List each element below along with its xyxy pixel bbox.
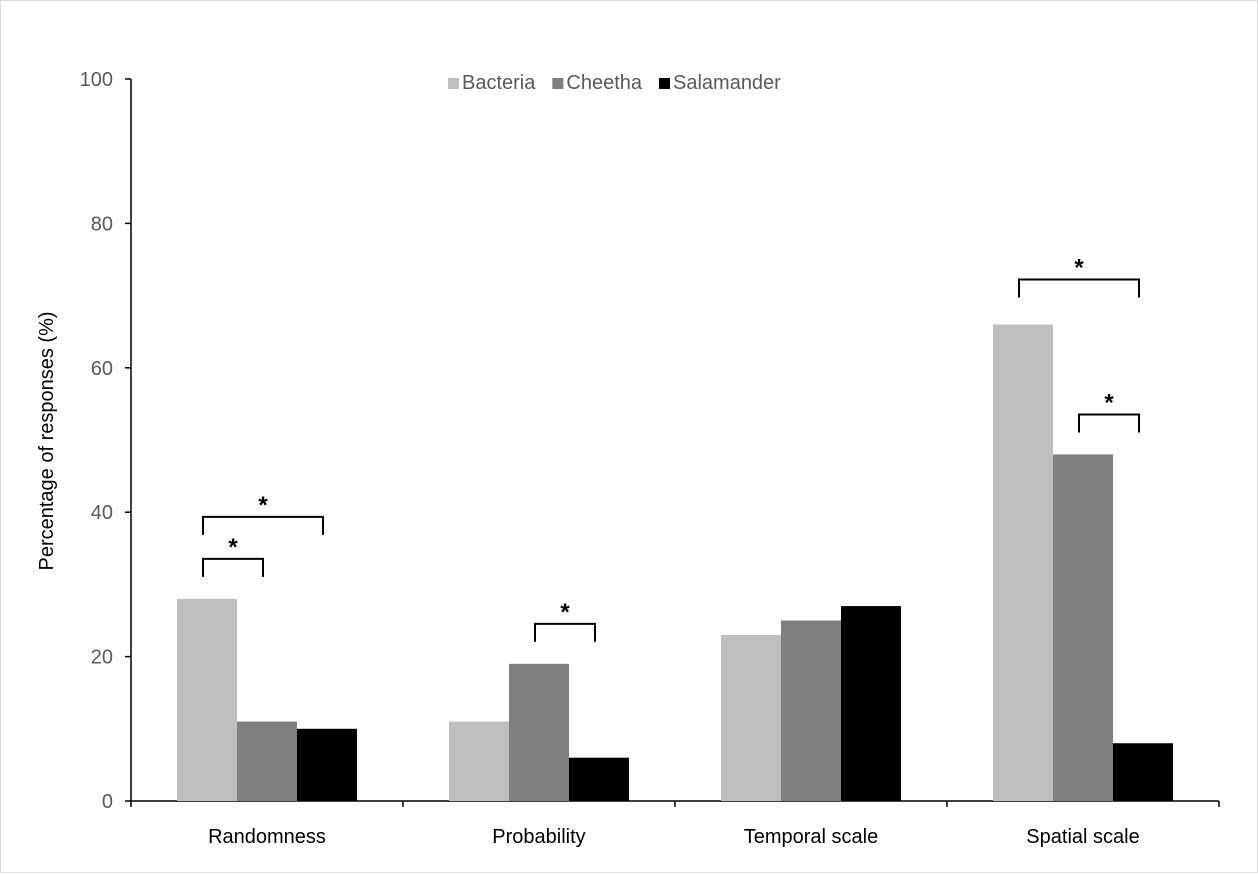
bar <box>781 620 841 801</box>
y-tick-label: 20 <box>91 647 113 669</box>
bar <box>177 598 237 801</box>
bar <box>237 721 297 801</box>
significance-bracket <box>202 515 324 535</box>
significance-bracket <box>202 557 264 577</box>
legend: Bacteria Cheetha Salamander <box>448 72 781 94</box>
y-tick-label: 0 <box>102 791 113 813</box>
y-ticks: 0 20 40 60 80 100 <box>80 69 131 813</box>
legend-label: Cheetha <box>566 72 642 94</box>
legend-swatch <box>659 78 670 89</box>
significance-star: * <box>560 599 570 626</box>
bar <box>449 721 509 801</box>
bar <box>721 634 781 801</box>
significance-star: * <box>258 492 268 519</box>
y-tick-label: 100 <box>80 69 113 91</box>
x-category-label: Probability <box>492 826 585 848</box>
significance-star: * <box>228 534 238 561</box>
x-category-label: Spatial scale <box>1026 826 1139 848</box>
legend-label: Bacteria <box>462 72 536 94</box>
bar <box>509 663 569 801</box>
legend-label: Salamander <box>673 72 781 94</box>
bar <box>297 728 357 801</box>
legend-swatch <box>552 78 564 89</box>
significance-bracket <box>1018 278 1140 298</box>
y-axis-label: Percentage of responses (%) <box>36 311 58 570</box>
significance-bracket <box>1078 413 1140 433</box>
significance-star: * <box>1104 389 1114 416</box>
bar <box>993 324 1053 801</box>
y-tick-label: 60 <box>91 358 113 380</box>
significance-star: * <box>1074 254 1084 281</box>
significance-bracket <box>534 622 596 642</box>
bar <box>1113 743 1173 801</box>
x-category-label: Temporal scale <box>744 826 879 848</box>
legend-swatch <box>448 78 459 89</box>
y-tick-label: 40 <box>91 502 113 524</box>
y-tick-label: 80 <box>91 213 113 235</box>
x-category-label: Randomness <box>208 826 326 848</box>
bars <box>177 324 1173 801</box>
x-categories: Randomness Probability Temporal scale Spati… <box>208 826 1140 848</box>
bar <box>569 757 629 801</box>
bar <box>841 606 901 801</box>
significance-brackets: * * * * * <box>202 254 1140 642</box>
bar <box>1053 454 1113 801</box>
